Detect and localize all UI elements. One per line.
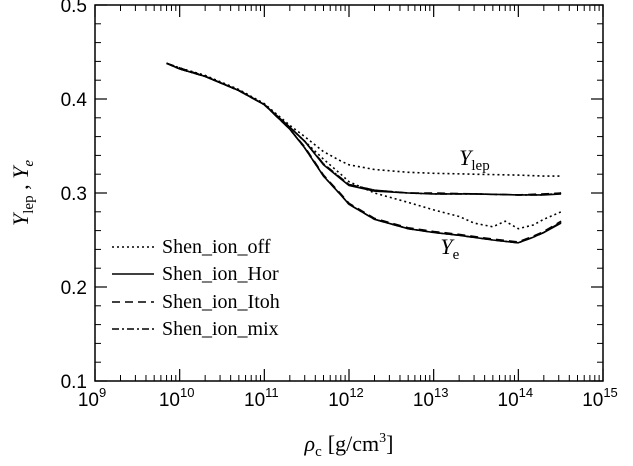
y-tick-label: 0.4 — [61, 90, 88, 111]
series-line-shen-ion-itoh-ye — [167, 63, 561, 242]
x-tick-label: 1015 — [582, 385, 618, 411]
series-line-shen-ion-off-ye — [167, 63, 561, 228]
annotation-ylep: Ylep — [459, 145, 490, 174]
series-line-shen-ion-mix-ylep — [167, 63, 561, 195]
tick-labels: 109 1010 1011 1012 1013 1014 10150.10.20.30.40… — [61, 0, 618, 411]
series-lines — [167, 63, 561, 243]
x-tick-label: 1013 — [413, 385, 449, 411]
x-tick-label: 1012 — [328, 385, 364, 411]
legend: Shen_ion_off Shen_ion_Hor Shen_ion_Itoh … — [112, 236, 280, 340]
series-line-shen-ion-mix-ye — [167, 63, 561, 243]
x-tick-label: 1011 — [244, 385, 279, 411]
legend-label-shen-ion-mix: Shen_ion_mix — [162, 318, 279, 340]
y-tick-label: 0.3 — [61, 184, 87, 205]
y-tick-label: 0.5 — [61, 0, 87, 17]
series-line-shen-ion-off-ylep — [167, 63, 561, 176]
y-tick-label: 0.2 — [61, 278, 87, 299]
series-line-shen-ion-itoh-ylep — [167, 63, 561, 195]
series-line-shen-ion-hor-ylep — [167, 63, 561, 195]
y-axis-label: Ylep , Ye — [8, 160, 37, 226]
x-tick-label: 1014 — [498, 385, 534, 411]
series-line-shen-ion-hor-ye — [167, 63, 561, 243]
legend-label-shen-ion-hor: Shen_ion_Hor — [162, 263, 279, 285]
y-tick-label: 0.1 — [61, 372, 87, 393]
x-tick-label: 1010 — [159, 385, 195, 411]
legend-label-shen-ion-itoh: Shen_ion_Itoh — [162, 291, 280, 313]
legend-label-shen-ion-off: Shen_ion_off — [162, 236, 271, 258]
annotation-ye: Ye — [440, 234, 459, 263]
x-axis-label: ρc [g/cm3] — [304, 431, 394, 460]
